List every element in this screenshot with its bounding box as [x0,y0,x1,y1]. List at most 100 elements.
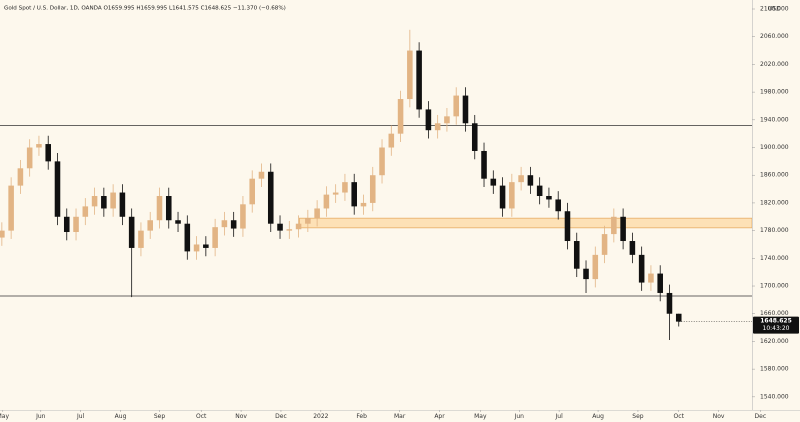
y-tick-label: 1580.000 [760,366,789,373]
candle-body [499,185,506,209]
candle-body [379,147,385,176]
candle-body [369,175,376,203]
y-tick-label: 2020.000 [760,61,789,68]
candle-body [527,175,534,186]
candle-body [323,194,330,209]
candle-body [657,273,663,293]
candle-body [101,195,107,209]
candle-body [165,195,172,221]
y-tick-label: 1620.000 [760,338,789,345]
y-tick-label: 2060.000 [760,33,789,40]
candle-body [45,144,51,162]
candle-body [175,220,181,224]
candle-body [63,216,70,233]
candle-body [592,254,599,280]
candle-body [156,195,163,221]
y-tick-label: 1900.000 [760,144,789,151]
candle-body [481,150,487,179]
x-tick-label: Oct [674,413,685,420]
candle-body [471,123,478,151]
candle-body [314,208,320,219]
x-tick-label: Jul [555,413,564,420]
candle-body [138,230,144,248]
countdown-label: 10:43:20 [763,325,790,332]
candle-body [110,192,116,209]
candle-body [277,223,283,231]
y-tick-label: 2100.000 [760,6,789,13]
candle-body [212,227,218,248]
candle-body [36,144,42,148]
x-tick-label: Oct [196,413,207,420]
x-tick-label: 2022 [313,413,328,420]
currency-label: USD [768,6,781,13]
candle-body [286,229,293,231]
candle-body [518,175,524,183]
x-tick-label: Mar [394,413,406,420]
candle-body [119,192,126,217]
last-price-box [753,316,799,334]
candle-body [221,220,228,228]
candle-body [8,185,14,231]
candle-body [397,99,404,134]
x-tick-label: Sep [632,413,644,420]
candle-body [305,218,311,224]
candle-body [536,185,543,196]
x-tick-label: Nov [235,413,247,420]
candle-body [648,273,654,283]
candle-body [82,206,89,217]
x-tick-label: Jun [35,413,46,420]
candle-body [351,182,357,207]
y-tick-label: 1660.000 [760,310,789,317]
candle-body [601,234,608,255]
supply-zone [299,217,752,229]
candle-body [332,192,339,195]
candle-body [564,211,571,242]
candle-body [583,268,589,280]
candle-body [54,161,61,217]
candle-body [388,133,395,148]
y-tick-label: 1540.000 [760,393,789,400]
candle-body [0,230,5,238]
y-tick-label: 1740.000 [760,255,789,262]
candle-body [407,50,413,100]
chart-title: Gold Spot / U.S. Dollar, 1D, OANDA O1659… [4,6,286,12]
candle-body [666,292,673,314]
candle-body [342,182,348,193]
candle-body [360,202,367,207]
x-tick-label: Aug [115,413,127,420]
candle-body [203,244,209,248]
candle-body [240,204,246,229]
candle-body [620,216,626,242]
x-tick-label: Jun [514,413,525,420]
x-tick-label: Nov [713,413,725,420]
candle-body [91,195,98,207]
x-tick-label: Sep [154,413,166,420]
candle-body [147,220,153,231]
candle-body [230,220,237,229]
candle-body [26,147,33,169]
candle-body [490,178,497,186]
candle-body [629,241,636,255]
x-tick-label: Apr [434,413,445,420]
candle-body [434,123,441,131]
x-tick-label: Dec [275,413,287,420]
x-tick-label: Jul [76,413,85,420]
y-tick-label: 1820.000 [760,199,789,206]
y-tick-label: 1780.000 [760,227,789,234]
candle-body [267,171,274,224]
y-tick-label: 1860.000 [760,172,789,179]
candle-body [258,171,265,179]
candle-body [555,199,561,212]
plot [0,29,752,341]
candle-body [453,95,459,117]
candle-body [73,216,79,233]
candle-body [193,244,200,252]
candle-body [416,50,422,110]
candle-body [611,216,617,235]
candle-body [546,195,552,200]
candle-body [17,168,24,186]
candle-body [444,116,450,124]
candle-body [675,313,682,322]
